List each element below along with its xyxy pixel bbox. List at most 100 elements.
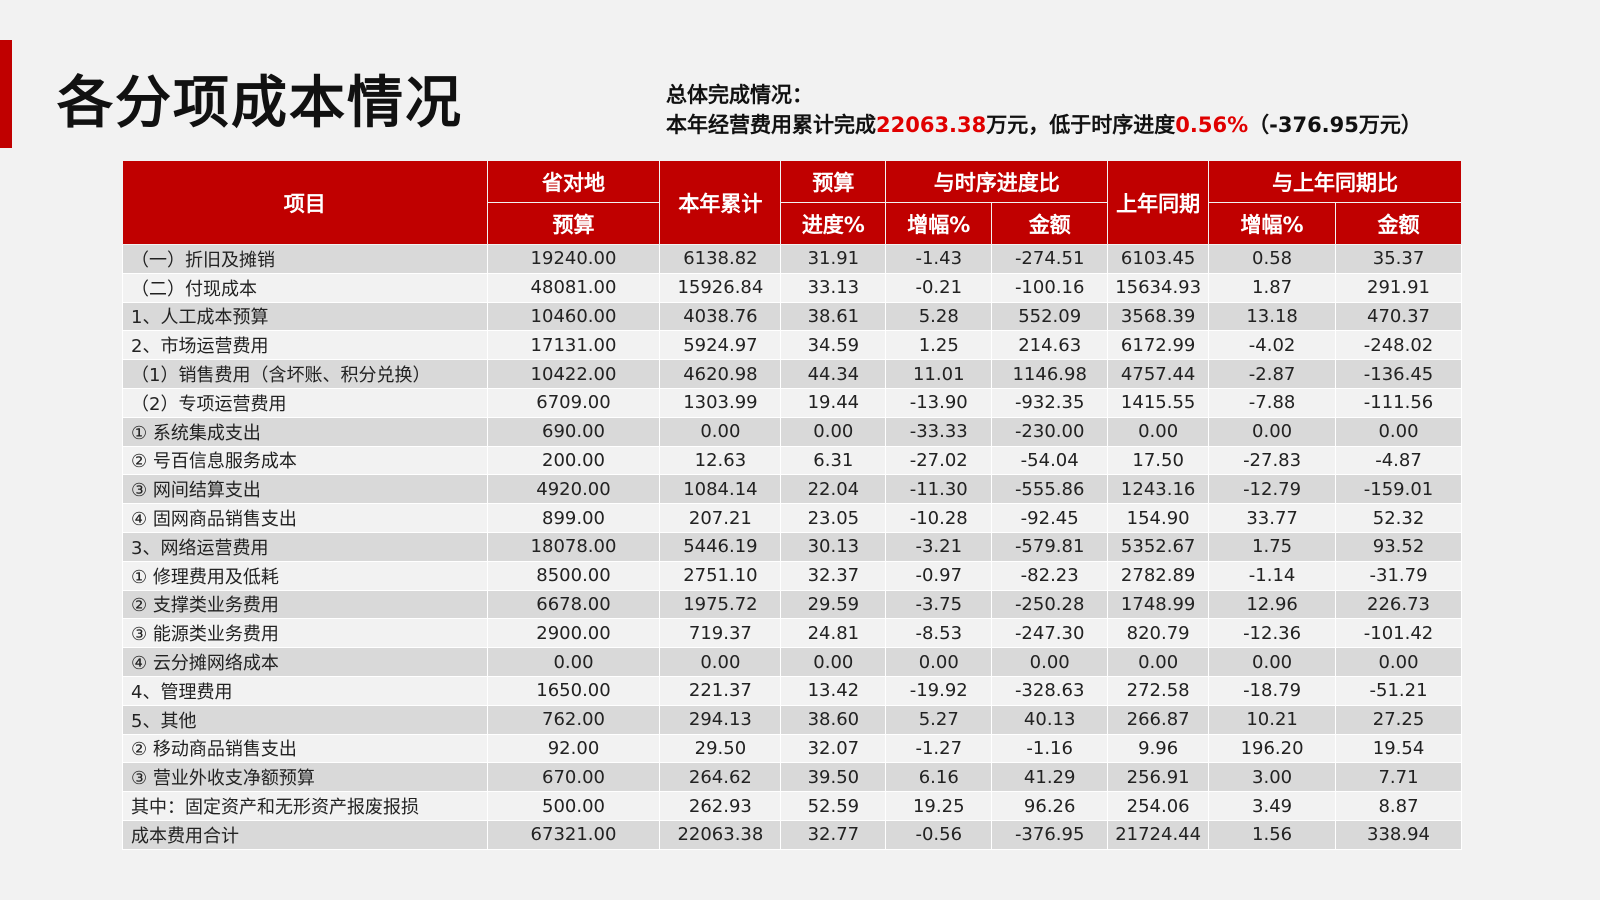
cell: 4757.44 — [1107, 359, 1210, 389]
cell: 32.37 — [780, 560, 887, 591]
cell: 38.60 — [780, 704, 887, 735]
cell: 719.37 — [659, 618, 782, 649]
cell: 7.71 — [1335, 762, 1462, 793]
cell: 5.28 — [885, 301, 993, 332]
cell: 1.56 — [1208, 819, 1337, 850]
row-label: 其中：固定资产和无形资产报废报损 — [122, 791, 488, 821]
cell: 10.21 — [1208, 704, 1337, 735]
cell: 31.91 — [780, 244, 887, 274]
cell: -13.90 — [885, 387, 993, 418]
cell: 200.00 — [486, 445, 661, 476]
cell: 33.77 — [1208, 503, 1337, 533]
header-cell: 增幅% — [885, 202, 993, 245]
cell: 18078.00 — [486, 531, 661, 562]
row-label: （二）付现成本 — [122, 272, 488, 303]
cell: 15634.93 — [1107, 272, 1210, 303]
cell: 1650.00 — [486, 675, 661, 706]
cell: -18.79 — [1208, 675, 1337, 706]
cell: 4038.76 — [659, 301, 782, 332]
cell: 6138.82 — [659, 244, 782, 274]
table-row: （2）专项运营费用 6709.00 1303.99 19.44 -13.90 -932.3… — [122, 387, 1462, 418]
cell: 29.50 — [659, 733, 782, 764]
table-row: ④ 云分摊网络成本 0.00 0.00 0.00 0.00 0.00 0.00 0.00 0.0… — [122, 647, 1462, 677]
text: （-376.95万元） — [1248, 113, 1422, 137]
row-label: 成本费用合计 — [122, 819, 488, 850]
cell: -19.92 — [885, 675, 993, 706]
cell: -247.30 — [991, 618, 1109, 649]
cell: 27.25 — [1335, 704, 1462, 735]
header-cell: 项目 — [122, 160, 488, 245]
cell: 17.50 — [1107, 445, 1210, 476]
row-label: ③ 网间结算支出 — [122, 474, 488, 505]
cell: 67321.00 — [486, 819, 661, 850]
cell: 19240.00 — [486, 244, 661, 274]
cell: -12.79 — [1208, 474, 1337, 505]
cell: 0.00 — [1208, 416, 1337, 447]
table-row: 其中：固定资产和无形资产报废报损 500.00 262.93 52.59 19.25 96… — [122, 791, 1462, 821]
cell: 38.61 — [780, 301, 887, 332]
cell: -54.04 — [991, 445, 1109, 476]
cell: 0.00 — [1107, 416, 1210, 447]
cell: 254.06 — [1107, 791, 1210, 821]
cell: 10422.00 — [486, 359, 661, 389]
table-row: ② 号百信息服务成本 200.00 12.63 6.31 -27.02 -54.04 17.… — [122, 445, 1462, 476]
cell: 6709.00 — [486, 387, 661, 418]
cell: 1975.72 — [659, 589, 782, 620]
table-row: 2、市场运营费用 17131.00 5924.97 34.59 1.25 214.63 61… — [122, 330, 1462, 361]
header-row: 项目 省对地 本年累计 预算 与时序进度比 上年同期 与上年同期比 — [122, 160, 1462, 245]
row-label: 3、网络运营费用 — [122, 531, 488, 562]
cell: 34.59 — [780, 330, 887, 361]
cell: -100.16 — [991, 272, 1109, 303]
cell: 3.49 — [1208, 791, 1337, 821]
cell: -1.16 — [991, 733, 1109, 764]
cell: 21724.44 — [1107, 819, 1210, 850]
cell: 0.00 — [1335, 647, 1462, 677]
cell: 5446.19 — [659, 531, 782, 562]
cell: 41.29 — [991, 762, 1109, 793]
cell: -2.87 — [1208, 359, 1337, 389]
table-row: ③ 能源类业务费用 2900.00 719.37 24.81 -8.53 -247.30 8… — [122, 618, 1462, 649]
row-label: ① 修理费用及低耗 — [122, 560, 488, 591]
cell: 8500.00 — [486, 560, 661, 591]
row-label: （一）折旧及摊销 — [122, 244, 488, 274]
cell: 2782.89 — [1107, 560, 1210, 591]
cell: 690.00 — [486, 416, 661, 447]
cell: -376.95 — [991, 819, 1109, 850]
header-cell: 上年同期 — [1107, 160, 1210, 245]
cell: 1084.14 — [659, 474, 782, 505]
cell: -51.21 — [1335, 675, 1462, 706]
table-row: ③ 网间结算支出 4920.00 1084.14 22.04 -11.30 -555.86… — [122, 474, 1462, 505]
table-row: 成本费用合计 67321.00 22063.38 32.77 -0.56 -376.95 2… — [122, 819, 1462, 850]
row-label: ③ 营业外收支净额预算 — [122, 762, 488, 793]
cell: 96.26 — [991, 791, 1109, 821]
cell: 6.16 — [885, 762, 993, 793]
cell: 10460.00 — [486, 301, 661, 332]
header-cell: 预算 — [780, 160, 887, 203]
row-label: 2、市场运营费用 — [122, 330, 488, 361]
cell: 1.25 — [885, 330, 993, 361]
table-row: （一）折旧及摊销 19240.00 6138.82 31.91 -1.43 -274.51… — [122, 244, 1462, 274]
cell: 35.37 — [1335, 244, 1462, 274]
cell: 12.96 — [1208, 589, 1337, 620]
cell: 17131.00 — [486, 330, 661, 361]
summary: 总体完成情况： 本年经营费用累计完成22063.38万元，低于时序进度0.56%… — [666, 80, 1422, 140]
cell: 6.31 — [780, 445, 887, 476]
cell: -1.27 — [885, 733, 993, 764]
cell: 262.93 — [659, 791, 782, 821]
header-cell: 进度% — [780, 202, 887, 245]
cell: -328.63 — [991, 675, 1109, 706]
cell: -11.30 — [885, 474, 993, 505]
cell: 4620.98 — [659, 359, 782, 389]
row-label: ③ 能源类业务费用 — [122, 618, 488, 649]
cell: 196.20 — [1208, 733, 1337, 764]
table-row: ② 支撑类业务费用 6678.00 1975.72 29.59 -3.75 -250.28… — [122, 589, 1462, 620]
table-row: ① 系统集成支出 690.00 0.00 0.00 -33.33 -230.00 0.00 0… — [122, 416, 1462, 447]
cell: 0.00 — [991, 647, 1109, 677]
cell: -27.02 — [885, 445, 993, 476]
cell: 0.00 — [1208, 647, 1337, 677]
header-cell: 增幅% — [1208, 202, 1337, 245]
cell: 154.90 — [1107, 503, 1210, 533]
cell: 13.42 — [780, 675, 887, 706]
cell: -92.45 — [991, 503, 1109, 533]
cell: 0.00 — [659, 416, 782, 447]
